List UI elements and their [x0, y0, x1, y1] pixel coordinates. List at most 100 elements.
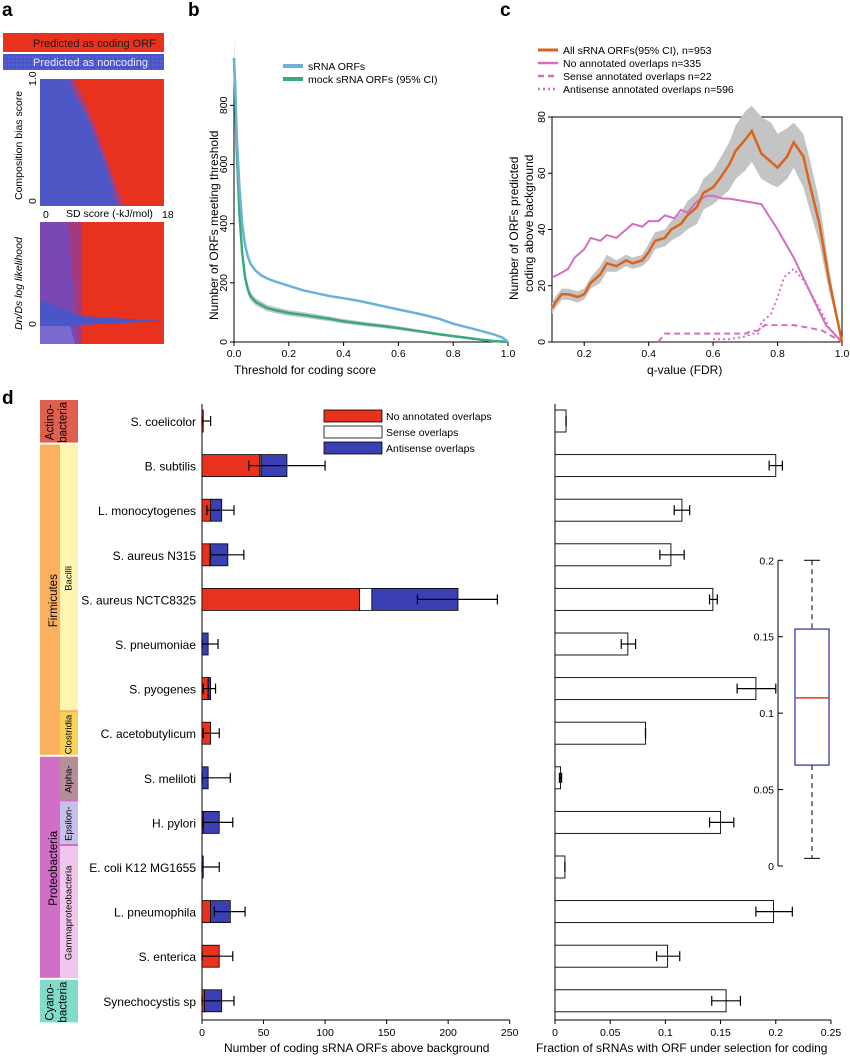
- chart-c-xlabel: q-value (FDR): [647, 363, 722, 377]
- bottom-ylabel: Dn/Ds log likelihood: [13, 236, 25, 330]
- legend-coding-swatch: [3, 33, 164, 52]
- taxon-label: Actino-: [45, 404, 57, 440]
- species-label: S. meliloti: [144, 772, 196, 786]
- chart-c-ylabel-line1: Number of ORFs predicted: [507, 157, 521, 300]
- heatmap-bottom-noncoding-wedge: [40, 300, 164, 338]
- box-ytick-label: 0: [768, 861, 774, 873]
- species-label: Synechocystis sp: [103, 995, 196, 1009]
- species-label: S. enterica: [139, 950, 197, 964]
- top-ytick-1: 1.0: [27, 71, 39, 86]
- d-right-xtick-label: 0.1: [658, 1027, 673, 1039]
- top-xlabel: SD score (-kJ/mol): [66, 208, 153, 220]
- box-ytick-label: 0.05: [754, 785, 775, 797]
- chart-b-xlabel: Threshold for coding score: [234, 363, 376, 377]
- taxon-block: [40, 400, 78, 443]
- chart-c-ylabel-line2: coding above background: [522, 155, 536, 292]
- species-label: H. pylori: [152, 816, 196, 830]
- species-label: S. coelicolor: [131, 415, 196, 429]
- chart-b-legend: sRNA ORFs mock sRNA ORFs (95% CI): [283, 61, 438, 86]
- c-xtick-label: 1.0: [835, 348, 850, 360]
- chart-d-left-legend: No annotated overlaps Sense overlaps Ant…: [323, 409, 492, 455]
- taxon-label: Proteobacteria: [48, 830, 60, 905]
- d-right-bar: [554, 409, 567, 433]
- c-all-line: [550, 128, 844, 343]
- panel-d-label: d: [2, 388, 14, 409]
- legend-d-antisense-swatch: [323, 441, 383, 455]
- panel-c: c All sRNA ORFs(95% CI), n=953 No annota…: [500, 0, 849, 377]
- legend-b-mock-text: mock sRNA ORFs (95% CI): [308, 74, 438, 86]
- c-ytick-label: 80: [536, 111, 548, 123]
- box-ytick-label: 0.2: [759, 555, 774, 567]
- d-right-bar: [554, 944, 669, 968]
- d-left-xtick-label: 0: [199, 1027, 205, 1039]
- panel-d: d Actino-bacteria Firmicutes Bacilli Clostr…: [2, 388, 841, 1055]
- chart-d-right-plot: 0 0.05 0.1 0.15 0.2 0.25: [552, 404, 841, 1039]
- species-label: E. coli K12 MG1655: [89, 861, 196, 875]
- chart-c-plot: 0.2 0.4 0.6 0.8 1.0 0 20 40 60 80: [536, 105, 850, 360]
- box-ytick-label: 0.1: [759, 708, 774, 720]
- d-left-bar-segment: [359, 588, 373, 611]
- d-right-bar: [554, 587, 714, 611]
- panel-a: a Predicted as coding ORF Predicted as n…: [2, 0, 174, 344]
- legend-d-antisense-text: Antisense overlaps: [386, 443, 475, 455]
- c-xtick-label: 0.2: [577, 348, 592, 360]
- b-ytick-label: 800: [218, 96, 230, 114]
- chart-b-plot: 0.0 0.2 0.4 0.6 0.8 1.0 0 200 400 600 800: [218, 37, 515, 360]
- b-ytick-label: 0: [218, 339, 230, 345]
- d-left-bar-segment: [201, 900, 212, 923]
- d-right-bar: [554, 989, 727, 1013]
- chart-b-ylabel: Number of ORFs meeting threshold: [207, 131, 221, 320]
- taxon-label: Cyano-: [45, 983, 57, 1020]
- chart-d-left-plot: 0 50 100 150 200 250: [199, 404, 519, 1039]
- b-ytick-label: 200: [218, 274, 230, 292]
- d-left-xtick-label: 150: [378, 1027, 396, 1039]
- subtaxon-block: [60, 846, 78, 978]
- d-right-bar: [554, 855, 566, 879]
- subtaxon-block: [60, 801, 78, 844]
- heatmap-bottom-mid-region: [68, 222, 82, 344]
- b-xtick-label: 0.8: [446, 348, 461, 360]
- d-right-xtick-label: 0.15: [710, 1027, 731, 1039]
- c-ytick-label: 60: [536, 167, 548, 179]
- chart-d-left-xlabel: Number of coding sRNA ORFs above backgro…: [224, 1041, 489, 1055]
- top-ytick-0: 0: [27, 198, 39, 204]
- panel-c-label: c: [500, 0, 511, 21]
- top-xtick-0: 0: [43, 209, 49, 221]
- chart-d-right-xlabel: Fraction of sRNAs with ORF under selecti…: [536, 1041, 827, 1055]
- panel-a-label: a: [2, 0, 13, 21]
- chart-d-box-plot: 0 0.05 0.1 0.15 0.2: [754, 555, 830, 873]
- subtaxon-label: Alpha-: [64, 765, 75, 792]
- species-label: S. aureus NCTC8325: [81, 593, 196, 607]
- legend-d-sense-swatch: [323, 425, 383, 439]
- taxonomy-sidebar: Actino-bacteria Firmicutes Bacilli Clostrid…: [40, 400, 78, 1023]
- b-xtick-label: 0.2: [281, 348, 296, 360]
- c-series-dashed-line: [657, 324, 843, 343]
- d-right-bar: [554, 632, 629, 656]
- b-ytick-label: 400: [218, 215, 230, 233]
- c-ytick-label: 40: [536, 224, 548, 236]
- d-right-xtick-label: 0: [552, 1027, 558, 1039]
- d-right-bar: [554, 677, 757, 701]
- c-xtick-label: 0.8: [770, 348, 785, 360]
- species-label: L. monocytogenes: [98, 504, 196, 518]
- taxon-label: bacteria: [58, 401, 70, 443]
- legend-c-antisense-text: Antisense annotated overlaps n=596: [563, 84, 734, 96]
- d-right-xtick-label: 0.2: [768, 1027, 783, 1039]
- panel-b-label: b: [188, 0, 200, 21]
- b-srna-line: [232, 57, 509, 343]
- b-xtick-label: 0.6: [391, 348, 406, 360]
- subtaxon-block: [60, 756, 78, 800]
- d-right-bar: [554, 454, 777, 478]
- c-all-ci-band: [552, 105, 842, 342]
- box-ytick-label: 0.15: [754, 632, 775, 644]
- c-xtick-label: 0.6: [706, 348, 721, 360]
- legend-b-srna-text: sRNA ORFs: [308, 61, 365, 73]
- legend-noncoding-text: Predicted as noncoding: [33, 57, 148, 69]
- subtaxon-label: Epsilon-: [64, 807, 75, 841]
- heatmap-top-noncoding-region: [40, 79, 118, 206]
- b-xtick-label: 0.0: [227, 348, 242, 360]
- d-left-bar-segment: [201, 543, 210, 567]
- chart-c-legend: All sRNA ORFs(95% CI), n=953 No annotate…: [538, 45, 734, 96]
- d-left-xtick-label: 250: [501, 1027, 519, 1039]
